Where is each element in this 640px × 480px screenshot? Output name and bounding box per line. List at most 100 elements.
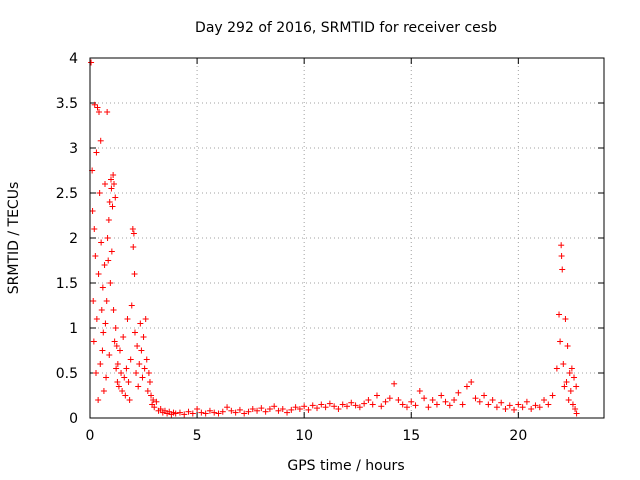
y-tick-label: 3.5 (56, 96, 78, 112)
data-point (99, 284, 106, 291)
data-point (498, 399, 505, 406)
data-point (91, 226, 98, 232)
y-tick-label: 0.5 (56, 366, 78, 382)
data-point (125, 379, 132, 385)
data-point (541, 397, 548, 403)
data-point (107, 280, 114, 286)
data-point (532, 402, 539, 409)
data-point (103, 298, 110, 304)
data-point (236, 406, 243, 413)
data-point (176, 409, 183, 416)
data-point (100, 388, 107, 394)
data-point (194, 406, 201, 412)
data-point (566, 370, 573, 376)
data-point (421, 395, 428, 402)
data-points (88, 59, 580, 418)
data-point (275, 407, 282, 414)
data-point (93, 149, 100, 156)
data-point (528, 406, 535, 412)
data-point (412, 402, 419, 409)
data-point (344, 403, 350, 410)
data-point (476, 398, 483, 405)
data-point (99, 347, 106, 354)
data-point (89, 208, 96, 214)
data-point (148, 392, 155, 399)
data-point (556, 311, 563, 318)
data-point (130, 230, 137, 237)
data-point (356, 404, 363, 411)
data-point (335, 406, 342, 412)
data-point (481, 392, 488, 399)
x-tick-label: 10 (295, 428, 313, 444)
data-point (181, 411, 188, 418)
data-point (106, 199, 113, 205)
data-point (198, 409, 205, 416)
data-point (373, 392, 380, 399)
data-point (96, 190, 103, 196)
data-point (102, 320, 109, 327)
data-point (185, 408, 192, 415)
data-point (523, 398, 530, 405)
y-tick-label: 0 (69, 411, 78, 427)
data-point (93, 316, 100, 322)
data-point (391, 380, 398, 387)
data-point (95, 397, 102, 403)
data-point (112, 325, 119, 331)
data-point (109, 203, 116, 210)
data-point (292, 404, 299, 411)
data-point (105, 257, 112, 264)
y-tick-label: 2 (69, 231, 78, 247)
data-point (151, 404, 158, 411)
data-point (115, 383, 122, 390)
data-point (95, 271, 102, 277)
data-point (172, 410, 179, 417)
data-point (326, 400, 333, 407)
data-point (91, 101, 98, 108)
data-point (112, 194, 119, 201)
data-point (568, 365, 575, 372)
data-point (141, 365, 148, 372)
plot-frame (89, 57, 605, 419)
data-point (459, 401, 466, 408)
data-point (296, 406, 303, 412)
y-tick-label: 2.5 (56, 186, 78, 202)
data-point (224, 404, 231, 411)
data-point (559, 266, 566, 273)
data-point (455, 389, 462, 396)
data-point (519, 404, 526, 411)
data-point (116, 347, 123, 354)
data-point (120, 334, 127, 340)
data-point (206, 407, 213, 414)
data-point (571, 374, 578, 381)
axis-ticks (89, 57, 604, 419)
data-point (140, 334, 147, 340)
data-point (502, 406, 509, 412)
data-point (92, 370, 99, 376)
data-point (573, 410, 580, 417)
data-point (545, 401, 552, 408)
data-point (138, 347, 145, 354)
data-point (489, 397, 496, 403)
y-tick-label: 1.5 (56, 276, 78, 292)
data-point (305, 406, 312, 413)
data-point (365, 397, 372, 403)
x-tick-label: 5 (193, 428, 202, 444)
data-point (515, 401, 522, 408)
x-tick-label: 15 (402, 428, 420, 444)
data-point (395, 397, 402, 403)
data-point (565, 397, 572, 403)
data-point (130, 244, 137, 250)
data-point (139, 374, 146, 381)
data-point (564, 343, 571, 349)
data-point (266, 406, 273, 412)
data-point (105, 217, 112, 223)
data-point (153, 398, 160, 405)
data-point (561, 383, 568, 390)
data-point (114, 379, 121, 385)
data-point (142, 316, 149, 322)
y-tick-label: 1 (69, 321, 78, 337)
data-point (121, 374, 128, 381)
data-point (386, 395, 393, 402)
data-point (493, 404, 500, 411)
data-point (403, 404, 410, 411)
